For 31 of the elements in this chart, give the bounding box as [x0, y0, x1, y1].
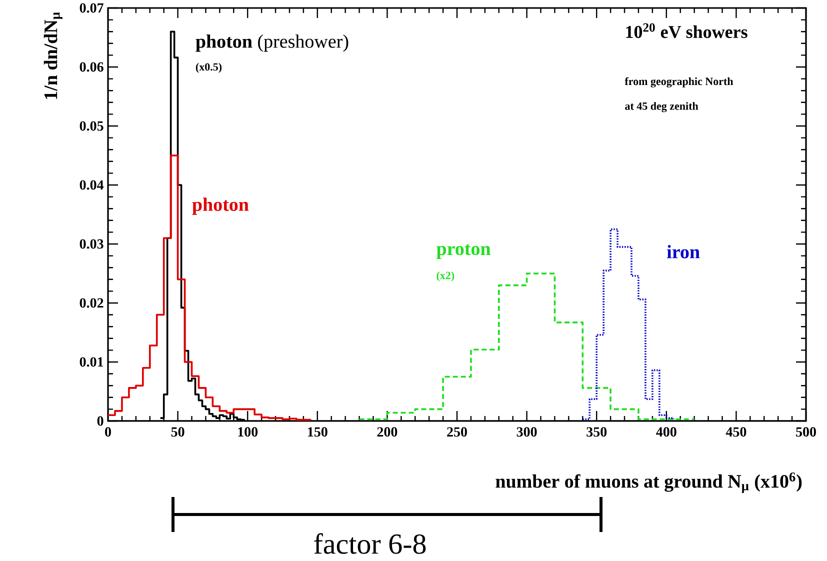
- y-tick-label: 0.07: [80, 3, 104, 13]
- x-tick-label: 50: [171, 427, 184, 437]
- x-tick-label: 400: [656, 427, 676, 437]
- x-tick-label: 500: [796, 427, 816, 437]
- annotation: at 45 deg zenith: [625, 102, 698, 112]
- x-tick-label: 350: [586, 427, 607, 437]
- x-tick-label: 0: [105, 427, 111, 437]
- y-tick-label: 0.03: [80, 239, 104, 249]
- annotation: from geographic North: [624, 77, 734, 88]
- y-tick-label: 0: [97, 416, 104, 426]
- y-tick-label: 0.01: [80, 357, 104, 367]
- x-tick-label: 200: [377, 427, 398, 437]
- series-label: proton: [436, 244, 491, 260]
- x-tick-label: 100: [238, 427, 258, 437]
- x-tick-label: 250: [447, 427, 467, 437]
- y-axis-title: 1/n dn/dN$_{μ}$: [44, 12, 62, 99]
- series-label: iron: [667, 244, 700, 258]
- y-tick-label: 0.05: [80, 121, 104, 131]
- annotation: 10$^{20}$ eV showers: [626, 23, 748, 38]
- x-tick-label: 150: [308, 427, 328, 437]
- y-tick-label: 0.02: [80, 298, 104, 308]
- x-tick-label: 300: [516, 427, 537, 437]
- annotation: (x2): [436, 271, 454, 282]
- x-axis-title: number of muons at ground N$_{μ}$ (x10$^{6}$): [496, 472, 802, 494]
- y-tick-label: 0.04: [80, 180, 104, 190]
- y-tick-label: 0.06: [80, 62, 104, 72]
- x-tick-label: 450: [726, 427, 746, 437]
- text: factor 6-8: [314, 533, 426, 554]
- legend-label: photon (preshower): [196, 34, 348, 52]
- series-label: photon: [192, 198, 249, 215]
- annotation: (x0.5): [196, 62, 222, 73]
